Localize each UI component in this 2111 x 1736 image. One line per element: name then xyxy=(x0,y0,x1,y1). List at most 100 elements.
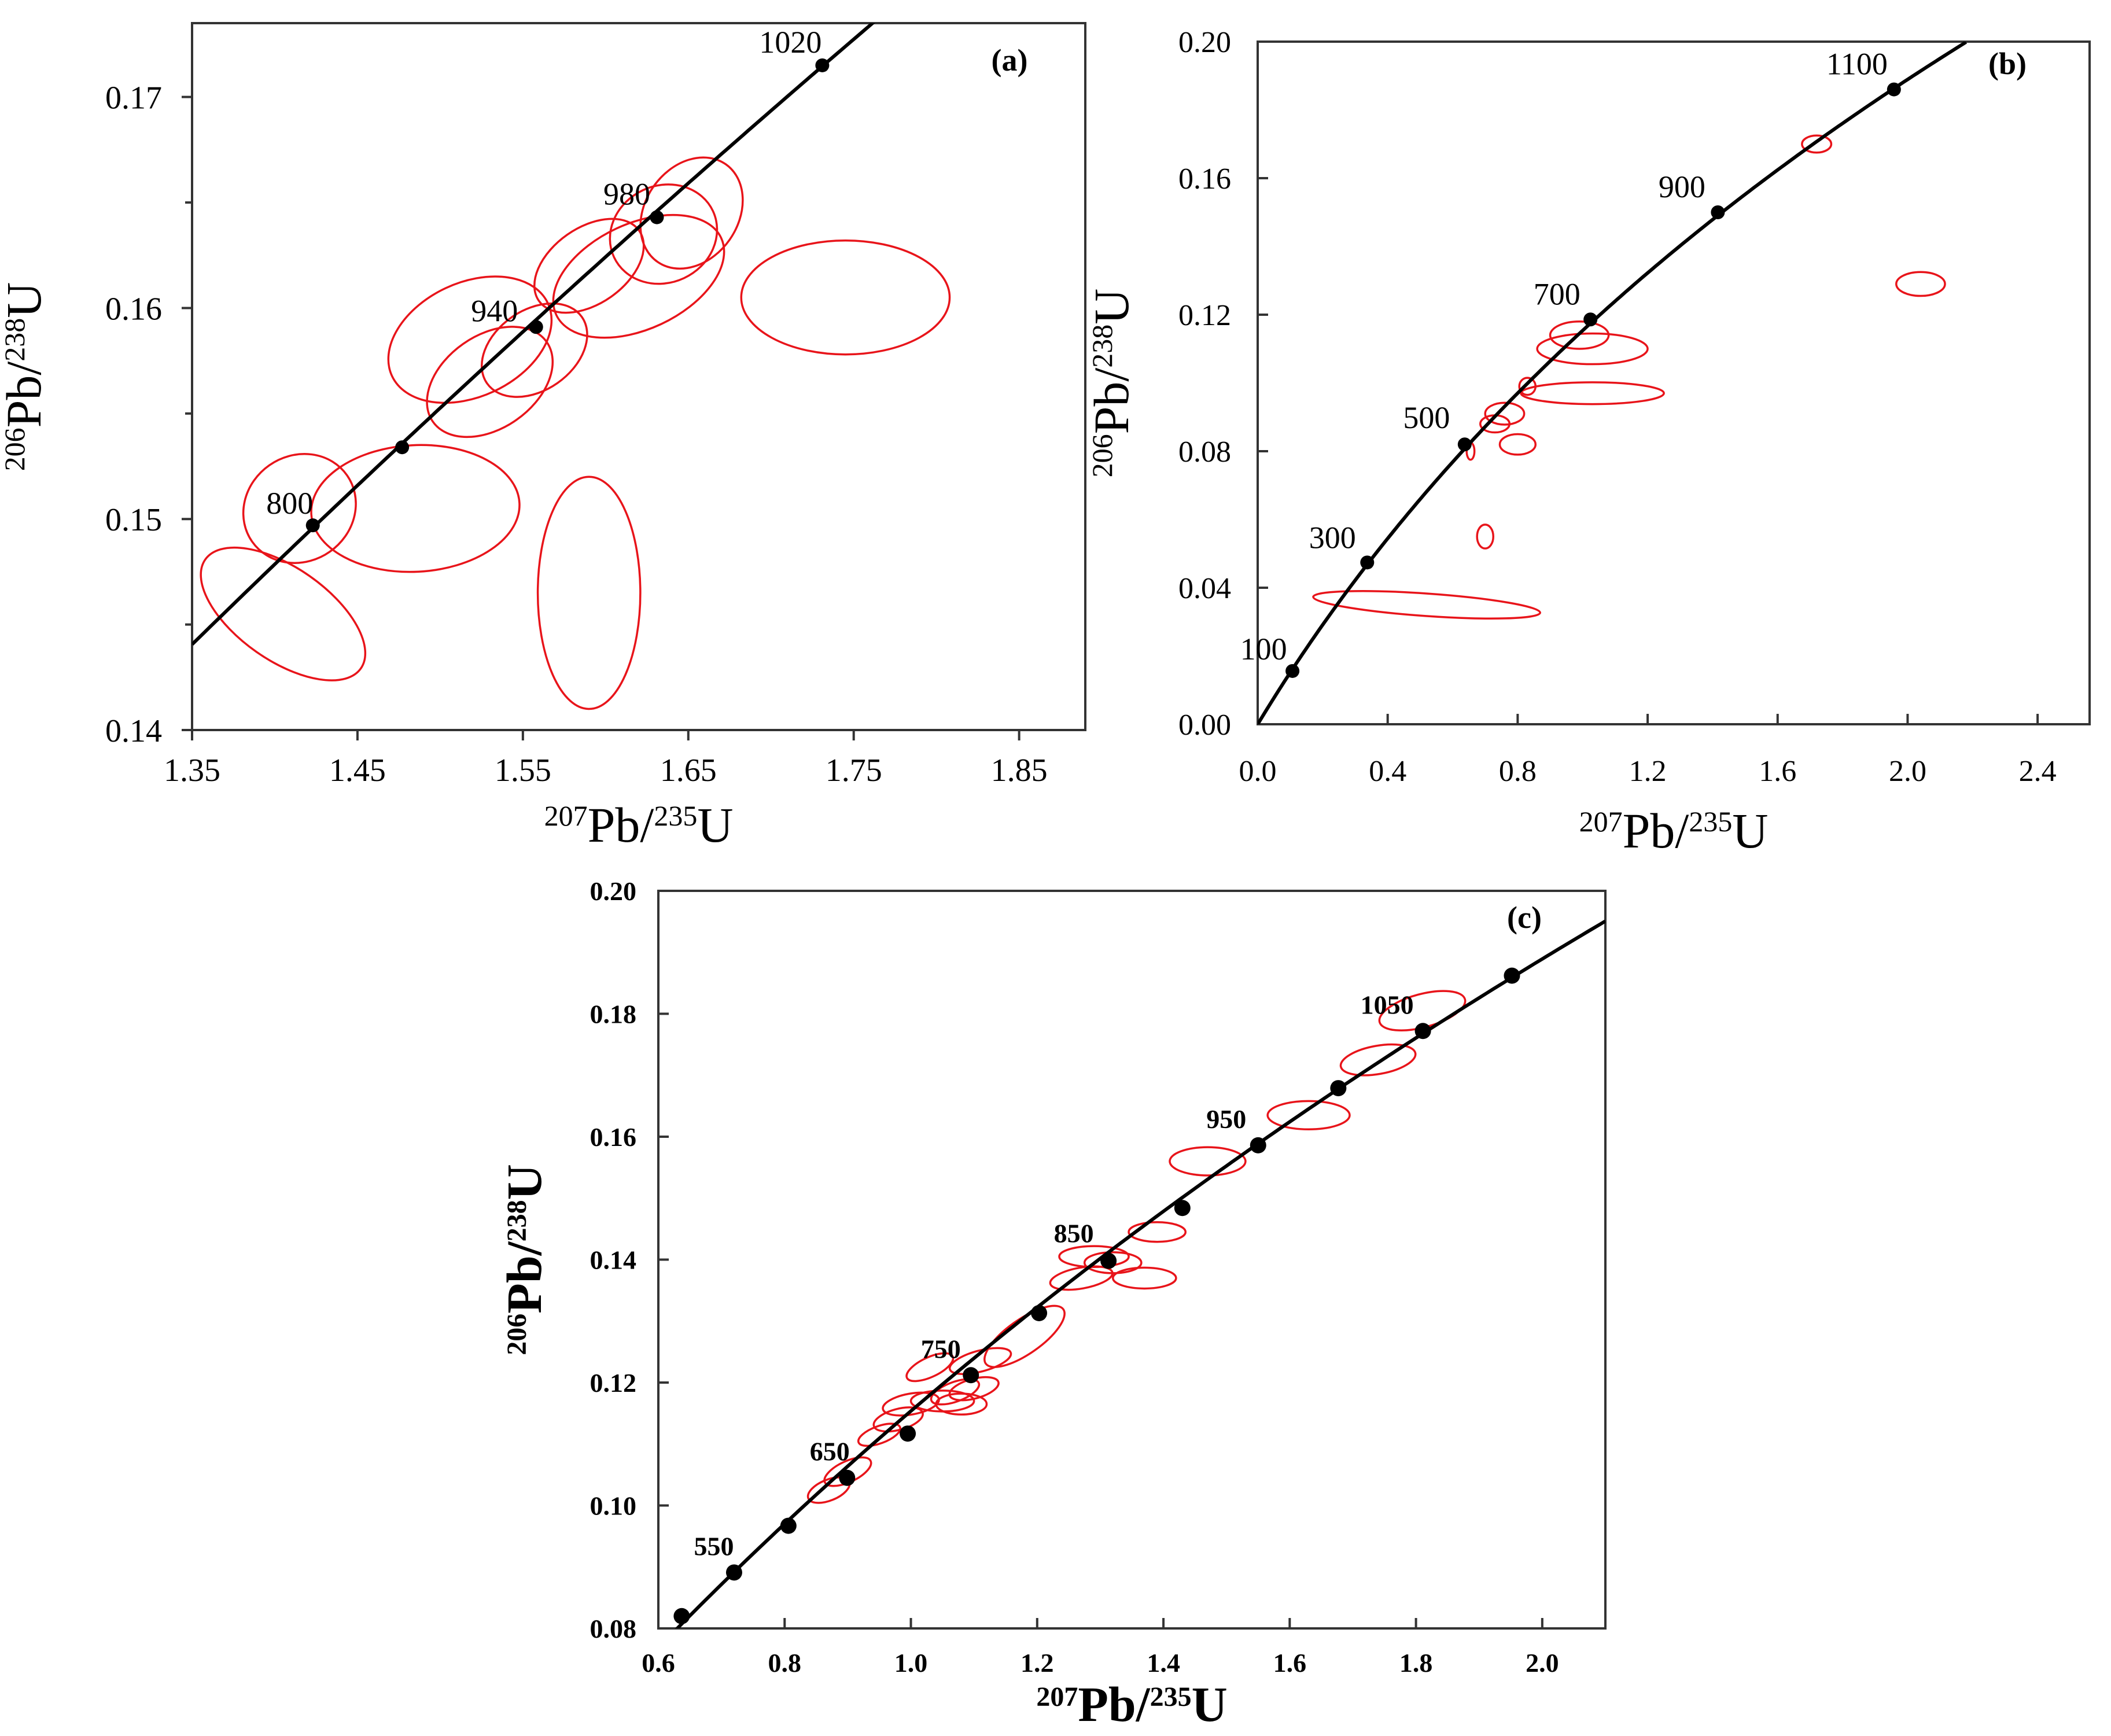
x-tick-label: 0.0 xyxy=(1239,755,1277,788)
age-marker-dot xyxy=(963,1367,979,1384)
x-tick-label: 1.2 xyxy=(1020,1648,1054,1678)
error-ellipse xyxy=(1498,433,1537,456)
error-ellipse xyxy=(200,546,367,681)
error-ellipse xyxy=(740,239,951,356)
error-ellipse xyxy=(536,476,642,710)
age-label: 900 xyxy=(1659,169,1705,204)
age-marker-dot xyxy=(1887,82,1901,97)
error-ellipse xyxy=(310,444,521,573)
error-ellipse xyxy=(857,1422,901,1447)
error-ellipse xyxy=(426,326,554,438)
age-marker-dot xyxy=(650,210,664,224)
plot-frame xyxy=(191,22,1086,731)
x-tick-label: 1.35 xyxy=(164,753,220,788)
x-axis-label: 207Pb/235U xyxy=(1036,1676,1227,1732)
error-ellipse xyxy=(1549,320,1610,350)
x-tick-label: 1.6 xyxy=(1759,755,1796,788)
y-axis-label: 206Pb/238U xyxy=(1084,289,1139,478)
concordia-curve xyxy=(675,919,1605,1628)
age-label: 500 xyxy=(1403,400,1450,435)
age-marker-dot xyxy=(1100,1252,1117,1269)
age-marker-dot xyxy=(1414,1023,1431,1040)
error-ellipse xyxy=(1484,401,1526,426)
age-marker-dot xyxy=(725,1564,742,1581)
age-marker-dot xyxy=(305,518,320,533)
panel-label: (a) xyxy=(992,43,1028,78)
y-axis-label: 206Pb/238U xyxy=(0,282,51,471)
panel-label: (c) xyxy=(1507,900,1542,935)
y-tick-label: 0.15 xyxy=(105,502,162,538)
age-label: 750 xyxy=(921,1334,961,1363)
error-ellipse xyxy=(552,213,725,339)
y-axis-label: 206Pb/238U xyxy=(496,1164,552,1355)
x-axis-label: 207Pb/235U xyxy=(544,797,734,853)
error-ellipse xyxy=(1895,271,1946,297)
chart-panel-a: 1.35 1.45 1.55 1.65 1.75 1.85 0.14 0.15 0.16 0.17… xyxy=(0,22,1086,853)
concordia-curve xyxy=(192,23,875,646)
age-marker-dot xyxy=(1250,1137,1266,1153)
x-tick-label: 1.75 xyxy=(826,753,882,788)
y-tick-label: 0.14 xyxy=(105,713,162,749)
age-label: 100 xyxy=(1240,632,1287,666)
x-tick-label: 0.6 xyxy=(642,1648,675,1678)
age-marker-dot xyxy=(839,1469,856,1486)
x-tick-label: 2.0 xyxy=(1526,1648,1559,1678)
error-ellipse xyxy=(639,156,744,270)
age-label: 800 xyxy=(266,486,313,521)
error-ellipse xyxy=(1339,1043,1417,1077)
age-label: 940 xyxy=(471,293,518,328)
concordia-curve xyxy=(1258,42,1968,724)
y-tick-label: 0.14 xyxy=(590,1245,637,1275)
age-label: 300 xyxy=(1309,520,1356,555)
error-ellipse xyxy=(1801,134,1833,154)
age-marker-dot xyxy=(395,440,410,455)
x-tick-label: 0.8 xyxy=(1499,755,1537,788)
error-ellipse xyxy=(948,1347,1012,1376)
error-ellipse xyxy=(983,1304,1066,1368)
plot-frame xyxy=(1257,40,2091,725)
age-marker-dot xyxy=(529,320,543,334)
plot-area xyxy=(673,919,1605,1628)
error-ellipse xyxy=(1083,1251,1143,1274)
x-axis-label: 207Pb/235U xyxy=(1579,803,1769,858)
y-tick-label: 0.12 xyxy=(590,1368,637,1398)
x-tick-label: 2.0 xyxy=(1889,755,1926,788)
y-tick-label: 0.16 xyxy=(1178,163,1231,196)
x-tick-label: 0.4 xyxy=(1369,755,1406,788)
x-tick-label: 1.6 xyxy=(1273,1648,1307,1678)
y-tick-label: 0.20 xyxy=(590,876,637,906)
x-tick-label: 1.4 xyxy=(1147,1648,1180,1678)
age-label: 650 xyxy=(810,1437,850,1466)
x-tick-label: 1.45 xyxy=(329,753,386,788)
error-ellipse xyxy=(1266,1100,1351,1130)
plot-frame xyxy=(657,890,1607,1630)
error-ellipse xyxy=(242,453,357,564)
error-ellipse xyxy=(905,1352,955,1383)
x-tick-label: 1.55 xyxy=(495,753,551,788)
age-label: 1050 xyxy=(1361,990,1414,1019)
y-tick-label: 0.12 xyxy=(1178,299,1231,332)
error-ellipse xyxy=(1112,1266,1177,1290)
chart-panel-b: 0.0 0.4 0.8 1.2 1.6 2.0 2.4 0.00 0.04 0.08 0.12 0.1… xyxy=(1084,26,2091,858)
error-ellipse xyxy=(1312,589,1541,620)
age-marker-dot xyxy=(900,1425,916,1442)
age-marker-dot xyxy=(1583,312,1598,327)
x-tick-label: 2.4 xyxy=(2019,755,2057,788)
age-label: 950 xyxy=(1206,1104,1246,1134)
y-tick-label: 0.00 xyxy=(1178,709,1231,742)
error-ellipse xyxy=(1169,1146,1247,1177)
y-tick-label: 0.04 xyxy=(1178,572,1231,605)
y-tick-label: 0.16 xyxy=(590,1122,637,1152)
y-tick-label: 0.08 xyxy=(590,1614,637,1643)
error-ellipse xyxy=(1476,524,1494,550)
plot-area xyxy=(1258,42,1968,724)
y-tick-label: 0.18 xyxy=(590,1000,637,1029)
age-marker-dot xyxy=(1711,205,1725,219)
error-ellipse xyxy=(935,1392,988,1416)
error-ellipse xyxy=(1536,332,1649,366)
y-tick-label: 0.20 xyxy=(1178,26,1231,59)
age-label: 700 xyxy=(1534,277,1581,311)
y-tick-label: 0.17 xyxy=(105,80,162,116)
age-marker-dot xyxy=(1457,437,1472,452)
age-label: 980 xyxy=(603,177,650,212)
